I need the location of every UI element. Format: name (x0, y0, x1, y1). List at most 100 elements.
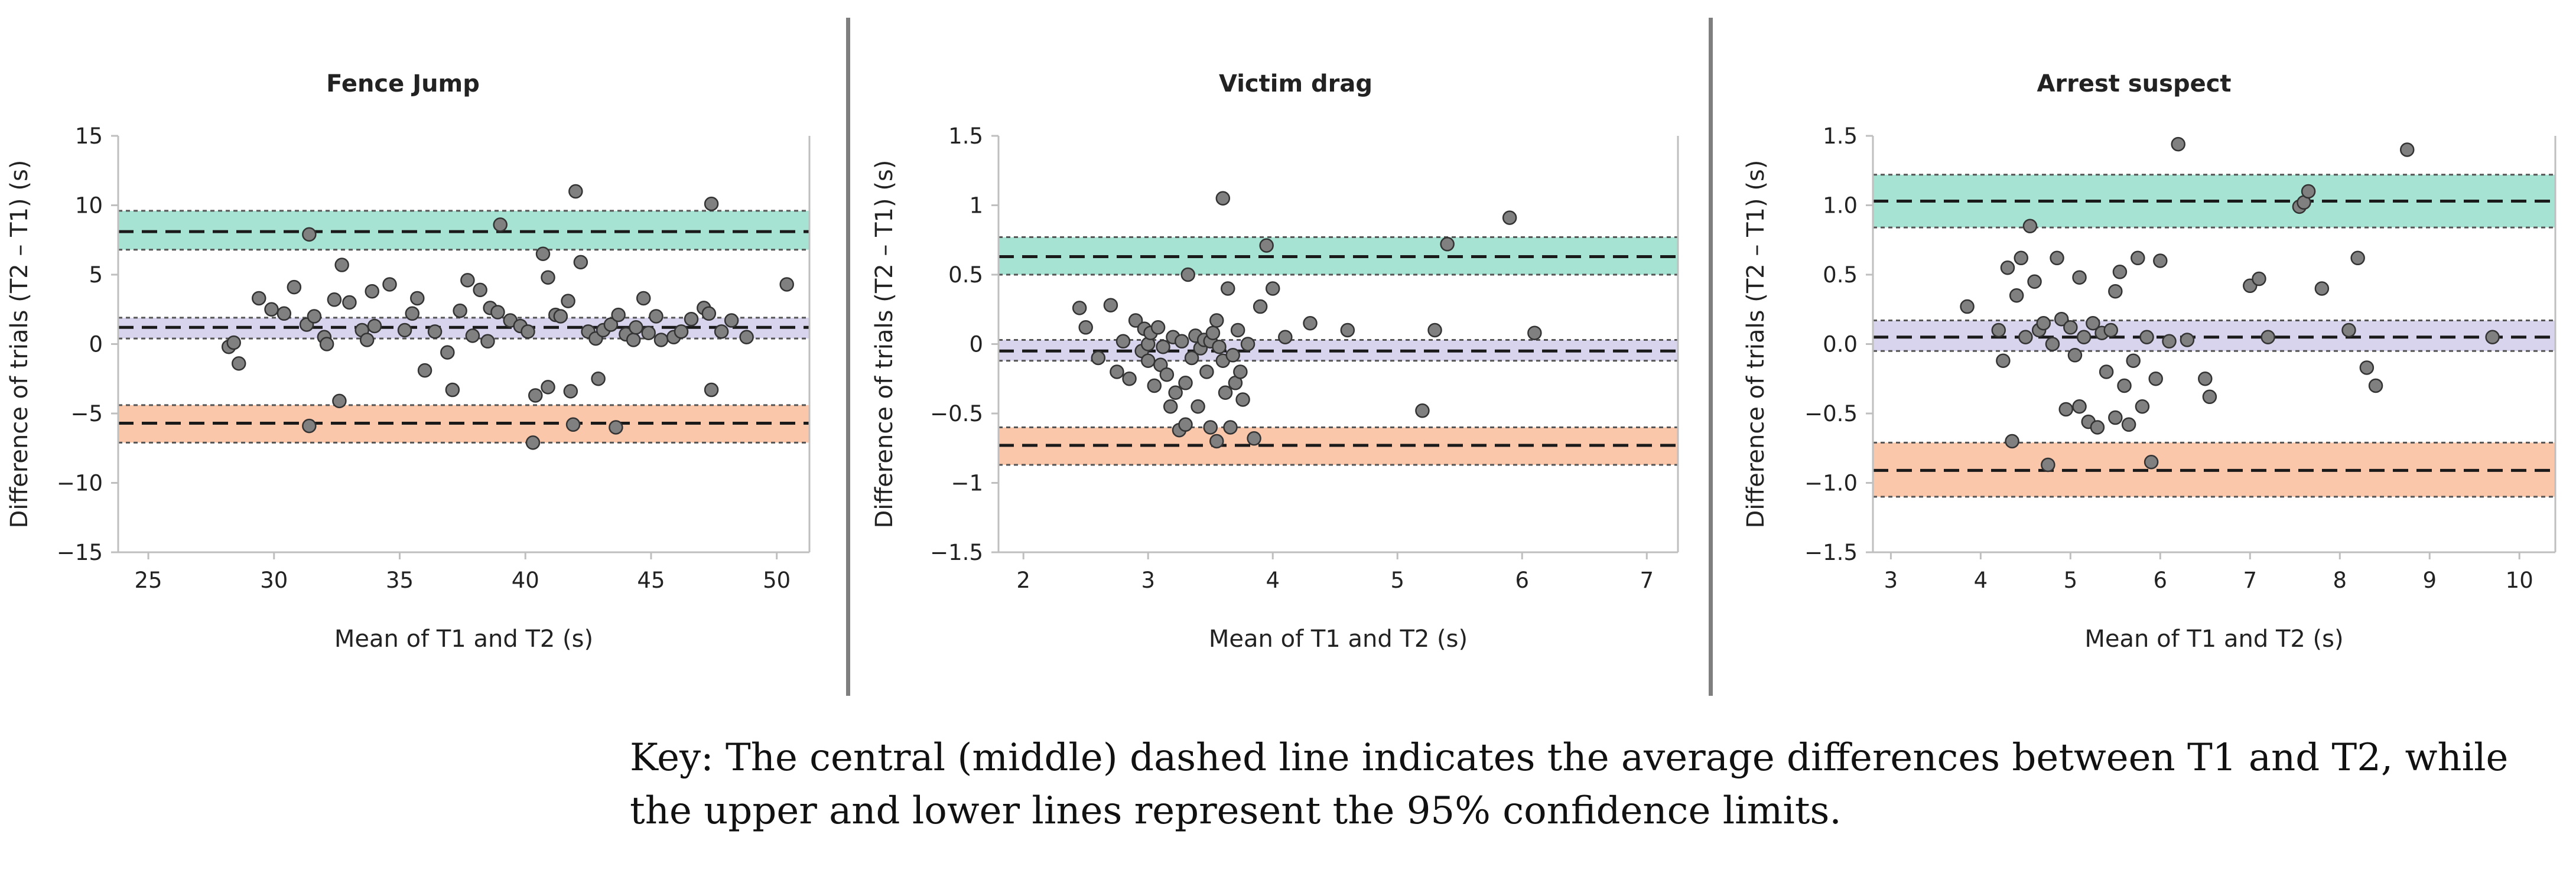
data-point (1427, 323, 1442, 338)
data-point (2027, 274, 2042, 289)
data-point (1203, 420, 1218, 435)
x-tick-label: 9 (2422, 568, 2437, 593)
data-point (2112, 265, 2128, 279)
data-point (1278, 330, 1293, 344)
chart-panel-2: −1.5 −1 −0.5 0 0.5 1 1.5 2 3 4 5 6 7 Victim drag Mean … (871, 70, 1679, 653)
y-tick-label: 5 (89, 262, 103, 288)
data-point (264, 302, 279, 317)
data-point (473, 282, 487, 298)
x-tick-label: 35 (386, 568, 414, 593)
key-line-1: Key: The central (middle) dashed line in… (630, 736, 2509, 780)
data-point (1502, 210, 1517, 225)
data-point (1205, 325, 1221, 340)
data-point (226, 335, 241, 350)
data-point (287, 279, 302, 295)
data-point (568, 184, 583, 199)
data-point (553, 309, 568, 324)
data-point (1168, 385, 1183, 400)
data-point (2099, 364, 2114, 379)
data-point (701, 306, 717, 321)
x-tick-label: 8 (2333, 568, 2347, 593)
data-point (427, 324, 443, 339)
data-point (541, 270, 555, 285)
x-tick-label: 10 (2506, 568, 2533, 593)
y-tick-label: 0.5 (948, 262, 983, 288)
y-axis-label: Difference of trials (T2 – T1) (s) (871, 160, 898, 529)
data-point (490, 305, 505, 320)
data-point (2045, 337, 2060, 351)
data-point (1078, 320, 1093, 335)
x-tick-label: 25 (135, 568, 162, 593)
panel-divider-2 (1709, 18, 1713, 696)
data-point (2067, 348, 2083, 363)
y-tick-label: −10 (57, 471, 103, 496)
data-point (525, 435, 541, 450)
data-point (493, 217, 508, 232)
data-point (779, 277, 794, 292)
y-tick-label: −0.5 (1804, 401, 1858, 426)
y-tick-label: 0 (89, 332, 103, 357)
data-point (561, 294, 575, 308)
data-point (2050, 250, 2064, 266)
data-point (1072, 301, 1087, 315)
data-point (277, 306, 292, 321)
data-point (1178, 376, 1193, 390)
data-point (2144, 455, 2159, 470)
data-point (2117, 378, 2132, 393)
x-tick-label: 7 (2243, 568, 2258, 593)
data-point (2485, 330, 2500, 344)
data-point (2036, 316, 2051, 331)
data-point (611, 307, 626, 323)
data-point (724, 313, 739, 328)
data-point (2000, 260, 2015, 275)
data-point (521, 324, 535, 339)
y-tick-label: −5 (70, 401, 103, 426)
data-point (2135, 399, 2150, 414)
y-tick-label: −1 (951, 471, 983, 496)
data-point (1230, 323, 1245, 338)
data-point (367, 318, 382, 334)
data-point (2148, 372, 2163, 386)
data-point (1103, 298, 1118, 312)
data-point (1265, 281, 1280, 296)
x-tick-label: 3 (1141, 568, 1155, 593)
data-point (1240, 337, 1256, 351)
data-point (2314, 281, 2330, 296)
data-point (1209, 434, 1224, 449)
data-point (1225, 348, 1240, 363)
data-point (2072, 270, 2087, 285)
data-point (629, 320, 643, 335)
chart-panel-3: −1.5 −1.0 −0.5 0.0 0.5 1.0 1.5 3 4 5 6 7 8 9 10 Arrest … (1742, 70, 2557, 653)
data-point (1527, 325, 1542, 340)
x-tick-label: 4 (1974, 568, 1988, 593)
data-point (541, 380, 555, 395)
data-point (704, 196, 719, 211)
data-point (2041, 457, 2055, 473)
data-point (1110, 364, 1124, 379)
data-point (1960, 299, 1975, 314)
y-tick-label: 0.0 (1823, 332, 1858, 357)
data-point (1122, 372, 1137, 386)
chart-title: Victim drag (1219, 70, 1372, 97)
data-point (465, 328, 480, 343)
x-tick-label: 2 (1016, 568, 1030, 593)
data-point (453, 303, 467, 318)
data-point (1184, 350, 1199, 366)
x-axis-label: Mean of T1 and T2 (s) (1209, 626, 1468, 653)
y-axis-label: Difference of trials (T2 – T1) (s) (6, 160, 33, 529)
data-point (440, 345, 455, 360)
x-tick-label: 5 (2064, 568, 2078, 593)
data-point (1159, 367, 1175, 382)
x-tick-label: 30 (260, 568, 288, 593)
y-tick-label: 0.5 (1823, 262, 1858, 288)
data-point (2180, 333, 2195, 347)
data-point (563, 384, 578, 399)
data-point (704, 382, 719, 398)
data-point (565, 417, 581, 432)
data-point (626, 333, 641, 347)
data-point (573, 255, 588, 270)
x-tick-label: 3 (1884, 568, 1898, 593)
chart-panel-1: −15 −10 −5 0 5 10 15 25 30 35 40 45 50 Fence Jump Mean… (6, 70, 811, 653)
data-point (332, 393, 347, 409)
